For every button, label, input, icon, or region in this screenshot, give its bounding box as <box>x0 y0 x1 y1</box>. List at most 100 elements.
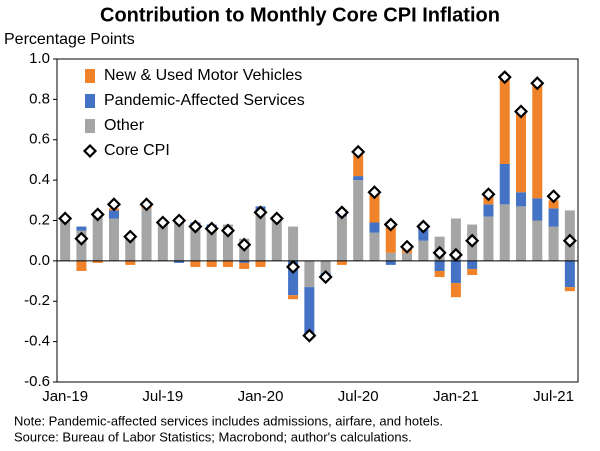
bar <box>418 240 429 261</box>
bar <box>108 218 119 261</box>
bar <box>336 260 347 265</box>
bar <box>76 226 87 231</box>
chart-title: Contribution to Monthly Core CPI Inflati… <box>100 4 500 26</box>
bar <box>499 204 510 261</box>
marker <box>562 233 577 248</box>
marker <box>318 269 333 285</box>
x-tick-label: Jan-21 <box>433 388 479 405</box>
y-tick-label: -0.2 <box>24 292 50 309</box>
marker <box>448 247 463 262</box>
bar <box>369 190 380 223</box>
bar <box>369 232 380 261</box>
marker <box>220 223 236 238</box>
bar <box>532 83 543 199</box>
y-tick-label: -0.6 <box>24 373 50 390</box>
bar <box>92 260 103 263</box>
bar <box>516 192 527 207</box>
bar <box>239 262 250 269</box>
bar <box>450 218 461 261</box>
marker <box>155 215 170 230</box>
legend-label: Core CPI <box>104 142 170 159</box>
marker <box>351 144 366 159</box>
marker <box>513 104 529 119</box>
bar <box>516 111 527 193</box>
marker <box>481 187 496 202</box>
marker <box>416 219 431 234</box>
bar <box>190 260 201 267</box>
bar <box>450 283 461 298</box>
bar <box>174 260 185 263</box>
marker <box>530 76 545 91</box>
bar <box>483 204 494 217</box>
marker <box>188 219 203 234</box>
bar <box>434 260 445 271</box>
bar <box>385 252 396 261</box>
y-axis-label: Percentage Points <box>4 31 135 48</box>
bar <box>385 224 396 253</box>
bar <box>320 260 331 273</box>
bar <box>450 260 461 284</box>
marker <box>497 70 512 85</box>
bar <box>369 222 380 233</box>
marker <box>123 229 138 244</box>
bar <box>548 226 559 261</box>
bar <box>564 287 575 292</box>
y-tick-label: 0.2 <box>29 211 50 228</box>
x-tick-label: Jul-19 <box>142 388 183 405</box>
marker <box>399 239 415 254</box>
marker <box>302 328 317 343</box>
bar <box>222 260 233 267</box>
bar <box>548 200 559 209</box>
y-tick-label: 0.8 <box>29 90 50 107</box>
marker <box>286 259 301 274</box>
legend-label: New & Used Motor Vehicles <box>104 67 302 84</box>
bar <box>108 210 119 219</box>
legend-label: Other <box>104 117 145 134</box>
x-tick-label: Jan-19 <box>42 388 88 405</box>
y-tick-label: 0.6 <box>29 131 50 148</box>
bar <box>125 260 136 265</box>
marker <box>367 185 382 200</box>
y-tick-label: 0.4 <box>29 171 50 188</box>
marker <box>269 211 284 226</box>
bar <box>483 216 494 261</box>
bar <box>532 220 543 261</box>
marker <box>106 197 122 212</box>
marker <box>432 245 447 260</box>
y-tick-label: 0.0 <box>29 252 50 269</box>
marker <box>90 207 105 222</box>
bar <box>157 224 168 261</box>
bar <box>336 216 347 261</box>
bar <box>125 236 136 261</box>
marker <box>139 197 154 212</box>
bar <box>385 260 396 265</box>
marker <box>253 205 268 220</box>
bar <box>239 260 250 263</box>
bar <box>499 77 510 164</box>
note: Source: Bureau of Labor Statistics; Macr… <box>14 429 412 444</box>
bar <box>532 198 543 221</box>
legend-swatch <box>85 119 95 133</box>
bar <box>467 268 478 276</box>
marker <box>74 231 89 246</box>
bar <box>434 270 445 278</box>
bar <box>92 216 103 261</box>
bar <box>141 208 152 261</box>
bar <box>288 226 299 261</box>
marker <box>465 233 480 248</box>
legend-swatch <box>85 69 95 83</box>
bar <box>516 206 527 261</box>
bar <box>76 260 87 271</box>
bar <box>499 163 510 205</box>
bar <box>288 295 299 300</box>
bar <box>174 220 185 261</box>
bar <box>190 224 201 261</box>
y-tick-label: 1.0 <box>29 50 50 67</box>
x-tick-label: Jul-21 <box>533 388 574 405</box>
bar <box>255 260 266 267</box>
bar <box>255 210 266 261</box>
legend-swatch <box>85 94 95 108</box>
bar <box>402 252 413 261</box>
marker <box>334 205 349 220</box>
marker <box>546 189 561 204</box>
